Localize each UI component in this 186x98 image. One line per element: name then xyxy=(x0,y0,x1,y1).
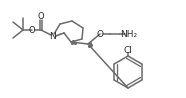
Text: NH₂: NH₂ xyxy=(121,29,138,39)
Text: O: O xyxy=(97,29,103,39)
Text: N: N xyxy=(50,31,56,40)
Text: O: O xyxy=(29,25,35,34)
Text: O: O xyxy=(38,12,44,21)
Text: Cl: Cl xyxy=(124,45,132,54)
